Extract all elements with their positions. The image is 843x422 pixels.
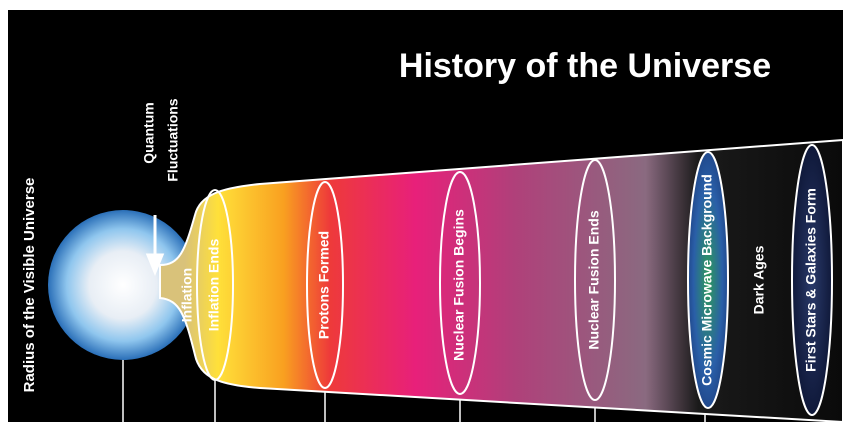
title: History of the Universe xyxy=(399,47,771,85)
quantum-label: Fluctuations xyxy=(165,98,181,181)
stage-label: Protons Formed xyxy=(316,231,332,339)
radius-label: Radius of the Visible Universe xyxy=(21,178,38,393)
stage-label: Nuclear Fusion Ends xyxy=(586,210,602,349)
stage-label: Nuclear Fusion Begins xyxy=(451,209,467,361)
quantum-label: Quantum xyxy=(141,102,157,163)
stage-label: Inflation Ends xyxy=(206,239,222,332)
diagram: History of the Universe Radius of the Vi… xyxy=(0,0,843,422)
stage-label: First Stars & Galaxies Form xyxy=(803,188,819,372)
page: History of the Universe Radius of the Vi… xyxy=(0,0,843,422)
stage-label: Dark Ages xyxy=(751,245,767,314)
stage-label: Inflation xyxy=(179,268,195,322)
stage-label: Cosmic Microwave Background xyxy=(699,174,715,386)
